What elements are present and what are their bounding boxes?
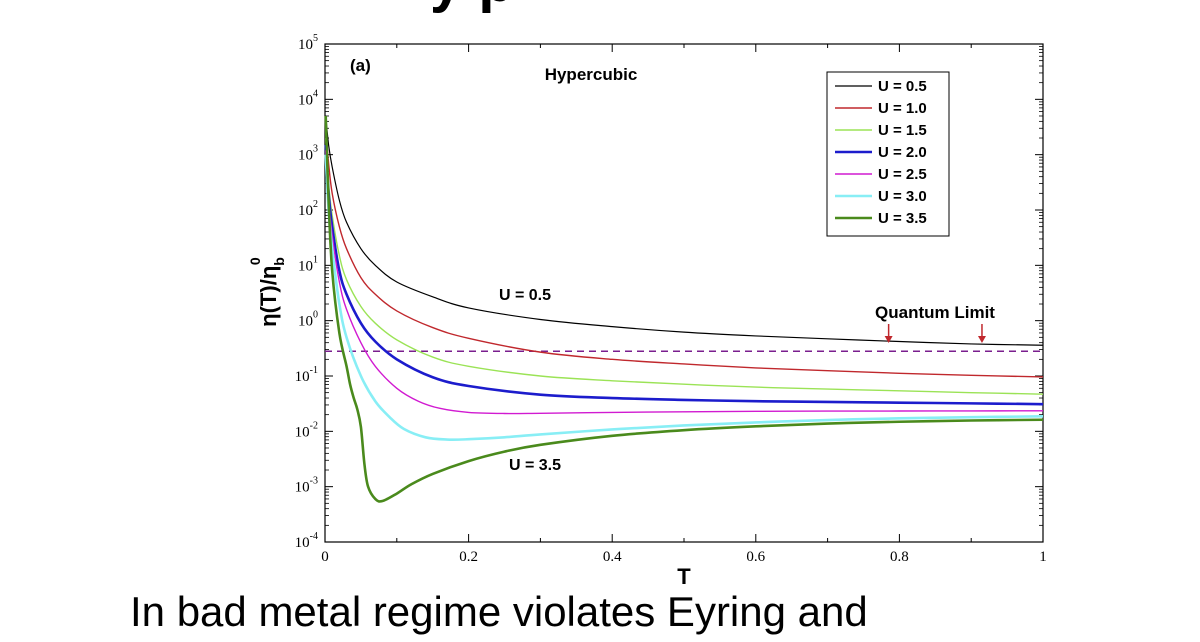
y-axis-label-sup: 0 bbox=[247, 257, 263, 265]
series-line-u-30 bbox=[324, 154, 1044, 441]
ticks: 0 0.2 0.4 0.6 0.8 1 10-4 10-3 10-2 10-1 100 101 102 1… bbox=[295, 33, 1047, 565]
legend-label-3: U = 2.0 bbox=[878, 144, 927, 161]
legend: U = 0.5 U = 1.0 U = 1.5 U = 2.0 U = 2.5 U = 3… bbox=[826, 71, 950, 237]
x-tick-label-4: 0.8 bbox=[890, 549, 909, 565]
slide-footer-text: In bad metal regime violates Eyring and bbox=[130, 588, 868, 635]
series-line-u-25 bbox=[325, 150, 1044, 415]
panel-label: (a) bbox=[350, 56, 371, 75]
series-line-u-20 bbox=[324, 144, 1044, 406]
legend-label-2: U = 1.5 bbox=[878, 122, 927, 139]
y-tick-label-2: 10-2 bbox=[295, 420, 318, 440]
x-axis-label: T bbox=[677, 564, 691, 589]
x-tick-label-1: 0.2 bbox=[459, 549, 478, 565]
y-tick-label-9: 105 bbox=[298, 33, 318, 53]
series-line-u-10 bbox=[325, 128, 1044, 378]
legend-label-1: U = 1.0 bbox=[878, 100, 927, 117]
series-line-u-35 bbox=[324, 115, 1044, 503]
quantum-limit-arrow-left-head bbox=[884, 336, 893, 343]
annotation-u-3-5: U = 3.5 bbox=[509, 457, 561, 474]
annotation-u-0-5: U = 0.5 bbox=[499, 287, 551, 304]
slide-title-fragment: y p bbox=[430, 0, 514, 15]
legend-label-0: U = 0.5 bbox=[878, 78, 927, 95]
legend-label-4: U = 2.5 bbox=[878, 166, 927, 183]
series-layer bbox=[324, 115, 1044, 503]
legend-box bbox=[826, 71, 950, 237]
y-tick-label-5: 101 bbox=[298, 254, 318, 274]
quantum-limit-arrow-right-head bbox=[977, 336, 986, 343]
x-tick-label-0: 0 bbox=[321, 549, 329, 565]
y-tick-label-6: 102 bbox=[298, 199, 318, 219]
series-line-u-05 bbox=[325, 115, 1044, 346]
y-axis-label: η(T)/ηb0 bbox=[247, 257, 287, 327]
svg-text:η(T)/ηb0: η(T)/ηb0 bbox=[247, 257, 287, 327]
legend-label-5: U = 3.0 bbox=[878, 188, 927, 205]
x-tick-label-2: 0.4 bbox=[603, 549, 622, 565]
x-tick-label-3: 0.6 bbox=[746, 549, 765, 565]
y-tick-label-1: 10-3 bbox=[295, 476, 318, 496]
y-tick-label-0: 10-4 bbox=[295, 531, 318, 551]
y-axis-label-sub: b bbox=[271, 257, 287, 266]
y-tick-label-7: 103 bbox=[298, 144, 318, 164]
y-tick-label-3: 10-1 bbox=[295, 365, 318, 385]
chart-title: Hypercubic bbox=[545, 65, 638, 84]
x-tick-label-5: 1 bbox=[1039, 549, 1047, 565]
legend-label-6: U = 3.5 bbox=[878, 210, 927, 227]
y-axis-label-main: η(T)/η bbox=[256, 266, 281, 327]
series-line-u-15 bbox=[325, 137, 1044, 395]
annotations: U = 0.5 U = 3.5 Quantum Limit bbox=[499, 287, 995, 474]
y-tick-label-4: 100 bbox=[298, 310, 318, 330]
annotation-quantum-limit: Quantum Limit bbox=[875, 303, 995, 322]
y-tick-label-8: 104 bbox=[298, 88, 318, 108]
